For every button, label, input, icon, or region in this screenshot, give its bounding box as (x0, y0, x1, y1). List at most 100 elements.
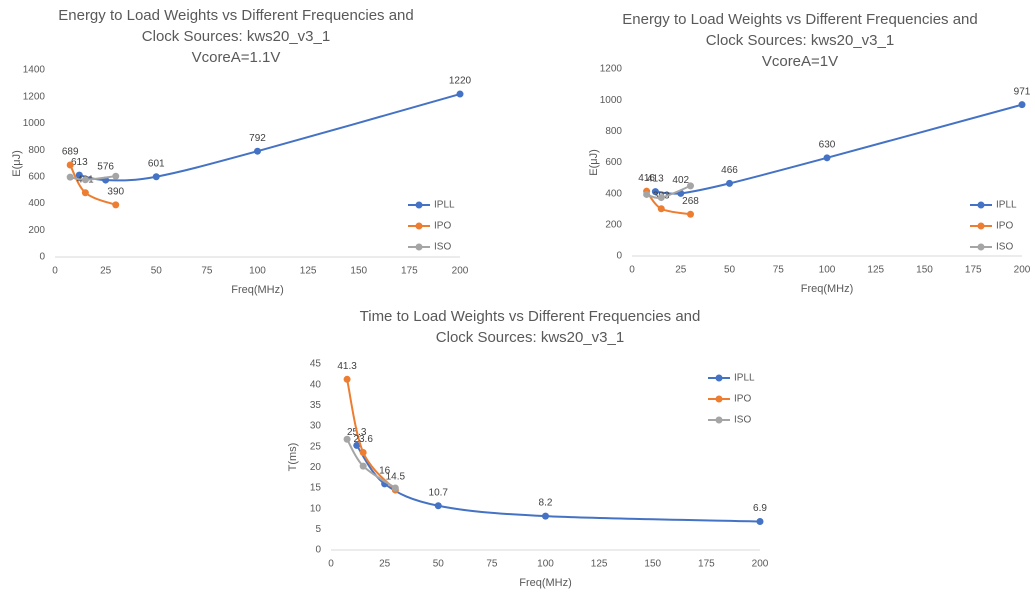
data-label: 613 (71, 157, 88, 168)
x-tick-label: 150 (916, 265, 933, 276)
y-tick-label: 0 (39, 252, 45, 263)
y-tick-label: 10 (310, 503, 322, 514)
data-point (359, 462, 367, 470)
data-label: 23.6 (353, 434, 373, 445)
x-axis-label: Freq(MHz) (231, 284, 284, 296)
data-label: 10.7 (429, 487, 449, 498)
legend-marker (715, 416, 723, 424)
x-tick-label: 50 (724, 265, 736, 276)
chart-title: Clock Sources: kws20_v3_1 (436, 329, 624, 346)
legend-label: IPLL (434, 200, 455, 211)
legend-marker (715, 374, 723, 382)
series-line (655, 103, 1023, 195)
chart-title: Energy to Load Weights vs Different Freq… (622, 11, 977, 28)
y-tick-label: 5 (315, 524, 321, 535)
chart-title: VcoreA=1.1V (192, 49, 281, 66)
x-tick-label: 75 (486, 559, 498, 570)
y-tick-label: 400 (605, 188, 622, 199)
legend-marker (415, 222, 423, 230)
x-tick-label: 175 (965, 265, 982, 276)
legend-label: IPO (734, 394, 751, 405)
x-tick-label: 125 (591, 559, 608, 570)
x-tick-label: 175 (401, 266, 418, 277)
y-tick-label: 800 (605, 126, 622, 137)
x-tick-label: 0 (52, 266, 58, 277)
data-label: 576 (97, 162, 114, 173)
y-tick-label: 1400 (23, 65, 46, 76)
y-tick-label: 25 (310, 441, 322, 452)
data-point (643, 190, 651, 198)
data-point (66, 173, 74, 181)
data-label: 268 (682, 196, 699, 207)
y-tick-label: 200 (605, 219, 622, 230)
x-tick-label: 100 (819, 265, 836, 276)
x-tick-label: 25 (100, 266, 112, 277)
data-point (756, 517, 764, 525)
data-point (657, 205, 665, 213)
y-tick-label: 600 (28, 171, 45, 182)
data-point (112, 201, 120, 209)
data-point (542, 512, 549, 520)
data-point (343, 375, 351, 383)
data-point (651, 188, 659, 196)
x-axis-label: Freq(MHz) (801, 283, 854, 295)
y-axis-label: E(μJ) (11, 150, 23, 177)
y-tick-label: 600 (605, 157, 622, 168)
data-label: 466 (721, 165, 738, 176)
legend-label: ISO (734, 415, 751, 426)
legend-marker (715, 395, 723, 403)
data-label: 402 (672, 175, 689, 186)
data-label: 41.3 (337, 361, 357, 372)
data-point (152, 173, 160, 181)
y-tick-label: 1200 (23, 91, 46, 102)
data-label: 1220 (449, 76, 472, 87)
y-tick-label: 0 (616, 251, 622, 262)
x-tick-label: 150 (644, 559, 661, 570)
data-label: 689 (62, 147, 79, 158)
x-tick-label: 125 (867, 265, 884, 276)
data-point (112, 172, 120, 180)
legend-label: IPO (996, 221, 1013, 232)
x-tick-label: 25 (675, 265, 687, 276)
data-label: 413 (647, 173, 664, 184)
x-tick-label: 0 (328, 559, 334, 570)
legend-marker (415, 201, 423, 209)
y-tick-label: 1000 (600, 95, 623, 106)
legend-label: IPLL (734, 373, 755, 384)
legend-label: ISO (434, 242, 451, 253)
series-line (79, 93, 461, 182)
data-point (726, 179, 733, 187)
data-label: 16 (379, 466, 391, 477)
y-tick-label: 30 (310, 421, 322, 432)
data-point (687, 210, 694, 218)
legend-label: IPO (434, 221, 451, 232)
data-point (343, 435, 351, 443)
data-label: 971 (1014, 86, 1031, 97)
legend-marker (977, 222, 985, 230)
x-tick-label: 75 (773, 265, 785, 276)
data-label: 630 (819, 139, 836, 150)
data-point (81, 176, 89, 184)
data-label: 14.5 (386, 472, 406, 483)
data-label: 416 (638, 173, 655, 184)
legend-marker (977, 243, 985, 251)
chart-title: Clock Sources: kws20_v3_1 (142, 28, 330, 45)
data-label: 390 (107, 187, 124, 198)
data-label: 8.2 (539, 498, 553, 509)
x-tick-label: 100 (249, 266, 266, 277)
y-tick-label: 45 (310, 359, 322, 370)
x-tick-label: 50 (433, 559, 445, 570)
data-point (81, 189, 89, 197)
chart-title: Time to Load Weights vs Different Freque… (360, 308, 701, 325)
y-axis-label: E(μJ) (588, 149, 600, 176)
y-tick-label: 15 (310, 483, 322, 494)
x-tick-label: 200 (452, 266, 469, 277)
y-tick-label: 1200 (600, 64, 623, 75)
y-axis-label: T(ms) (287, 443, 299, 472)
data-point (687, 182, 694, 190)
chart-title: Energy to Load Weights vs Different Freq… (58, 7, 413, 24)
x-tick-label: 25 (379, 559, 391, 570)
chart-title: Clock Sources: kws20_v3_1 (706, 32, 894, 49)
data-label: 6.9 (753, 503, 767, 514)
x-tick-label: 125 (300, 266, 317, 277)
